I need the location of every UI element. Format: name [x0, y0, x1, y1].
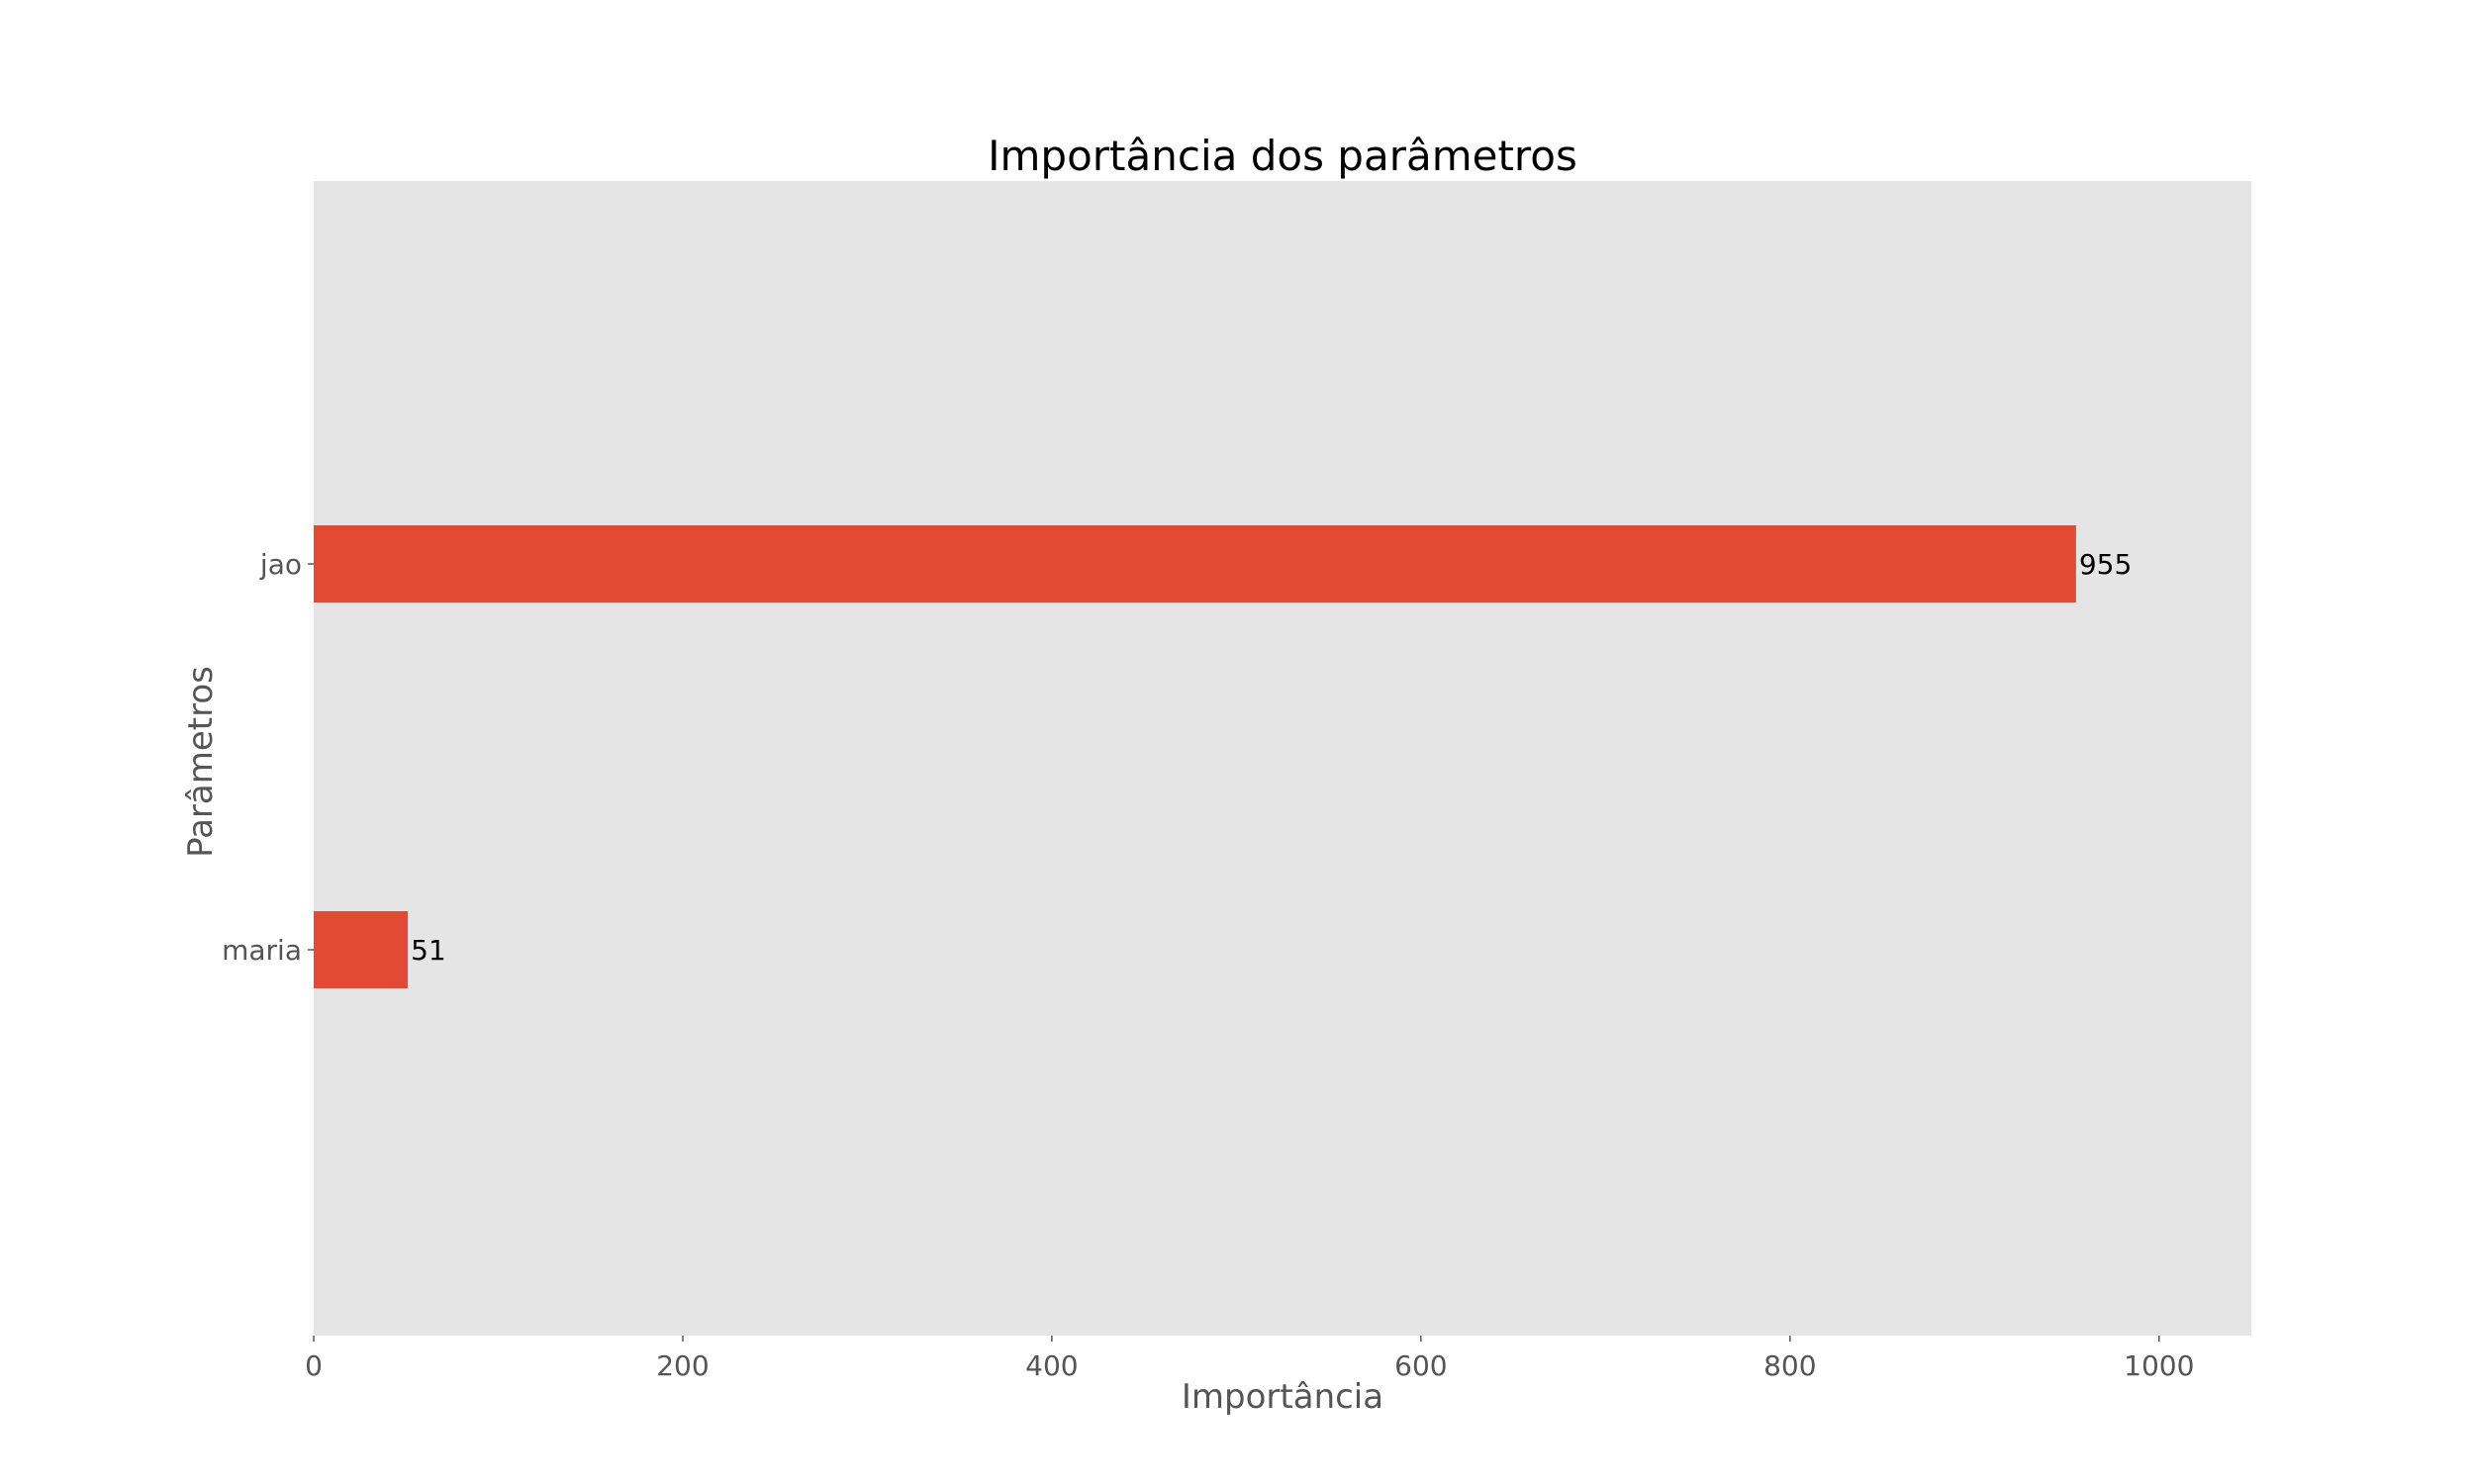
y-tick-label-maria: maria	[222, 934, 302, 967]
bars-group: 955 51	[314, 525, 2132, 988]
x-tick-label-1000: 1000	[2124, 1349, 2194, 1382]
y-axis-ticks: jao maria	[222, 548, 314, 967]
plot-area	[314, 181, 2251, 1336]
x-tick-label-400: 400	[1025, 1349, 1078, 1382]
bar-jao	[314, 525, 2076, 603]
y-axis-label: Parâmetros	[181, 666, 221, 858]
bar-value-label-jao: 955	[2079, 548, 2132, 581]
x-tick-label-200: 200	[656, 1349, 709, 1382]
x-tick-label-600: 600	[1394, 1349, 1447, 1382]
bar-maria	[314, 911, 409, 988]
y-tick-label-jao: jao	[259, 548, 302, 581]
bar-value-label-maria: 51	[411, 934, 446, 967]
x-tick-label-0: 0	[305, 1349, 323, 1382]
chart-title: Importância dos parâmetros	[988, 132, 1577, 180]
x-tick-label-800: 800	[1763, 1349, 1816, 1382]
x-axis-label: Importância	[1182, 1377, 1383, 1417]
x-axis-ticks: 0 200 400 600 800 1000	[305, 1336, 2194, 1382]
